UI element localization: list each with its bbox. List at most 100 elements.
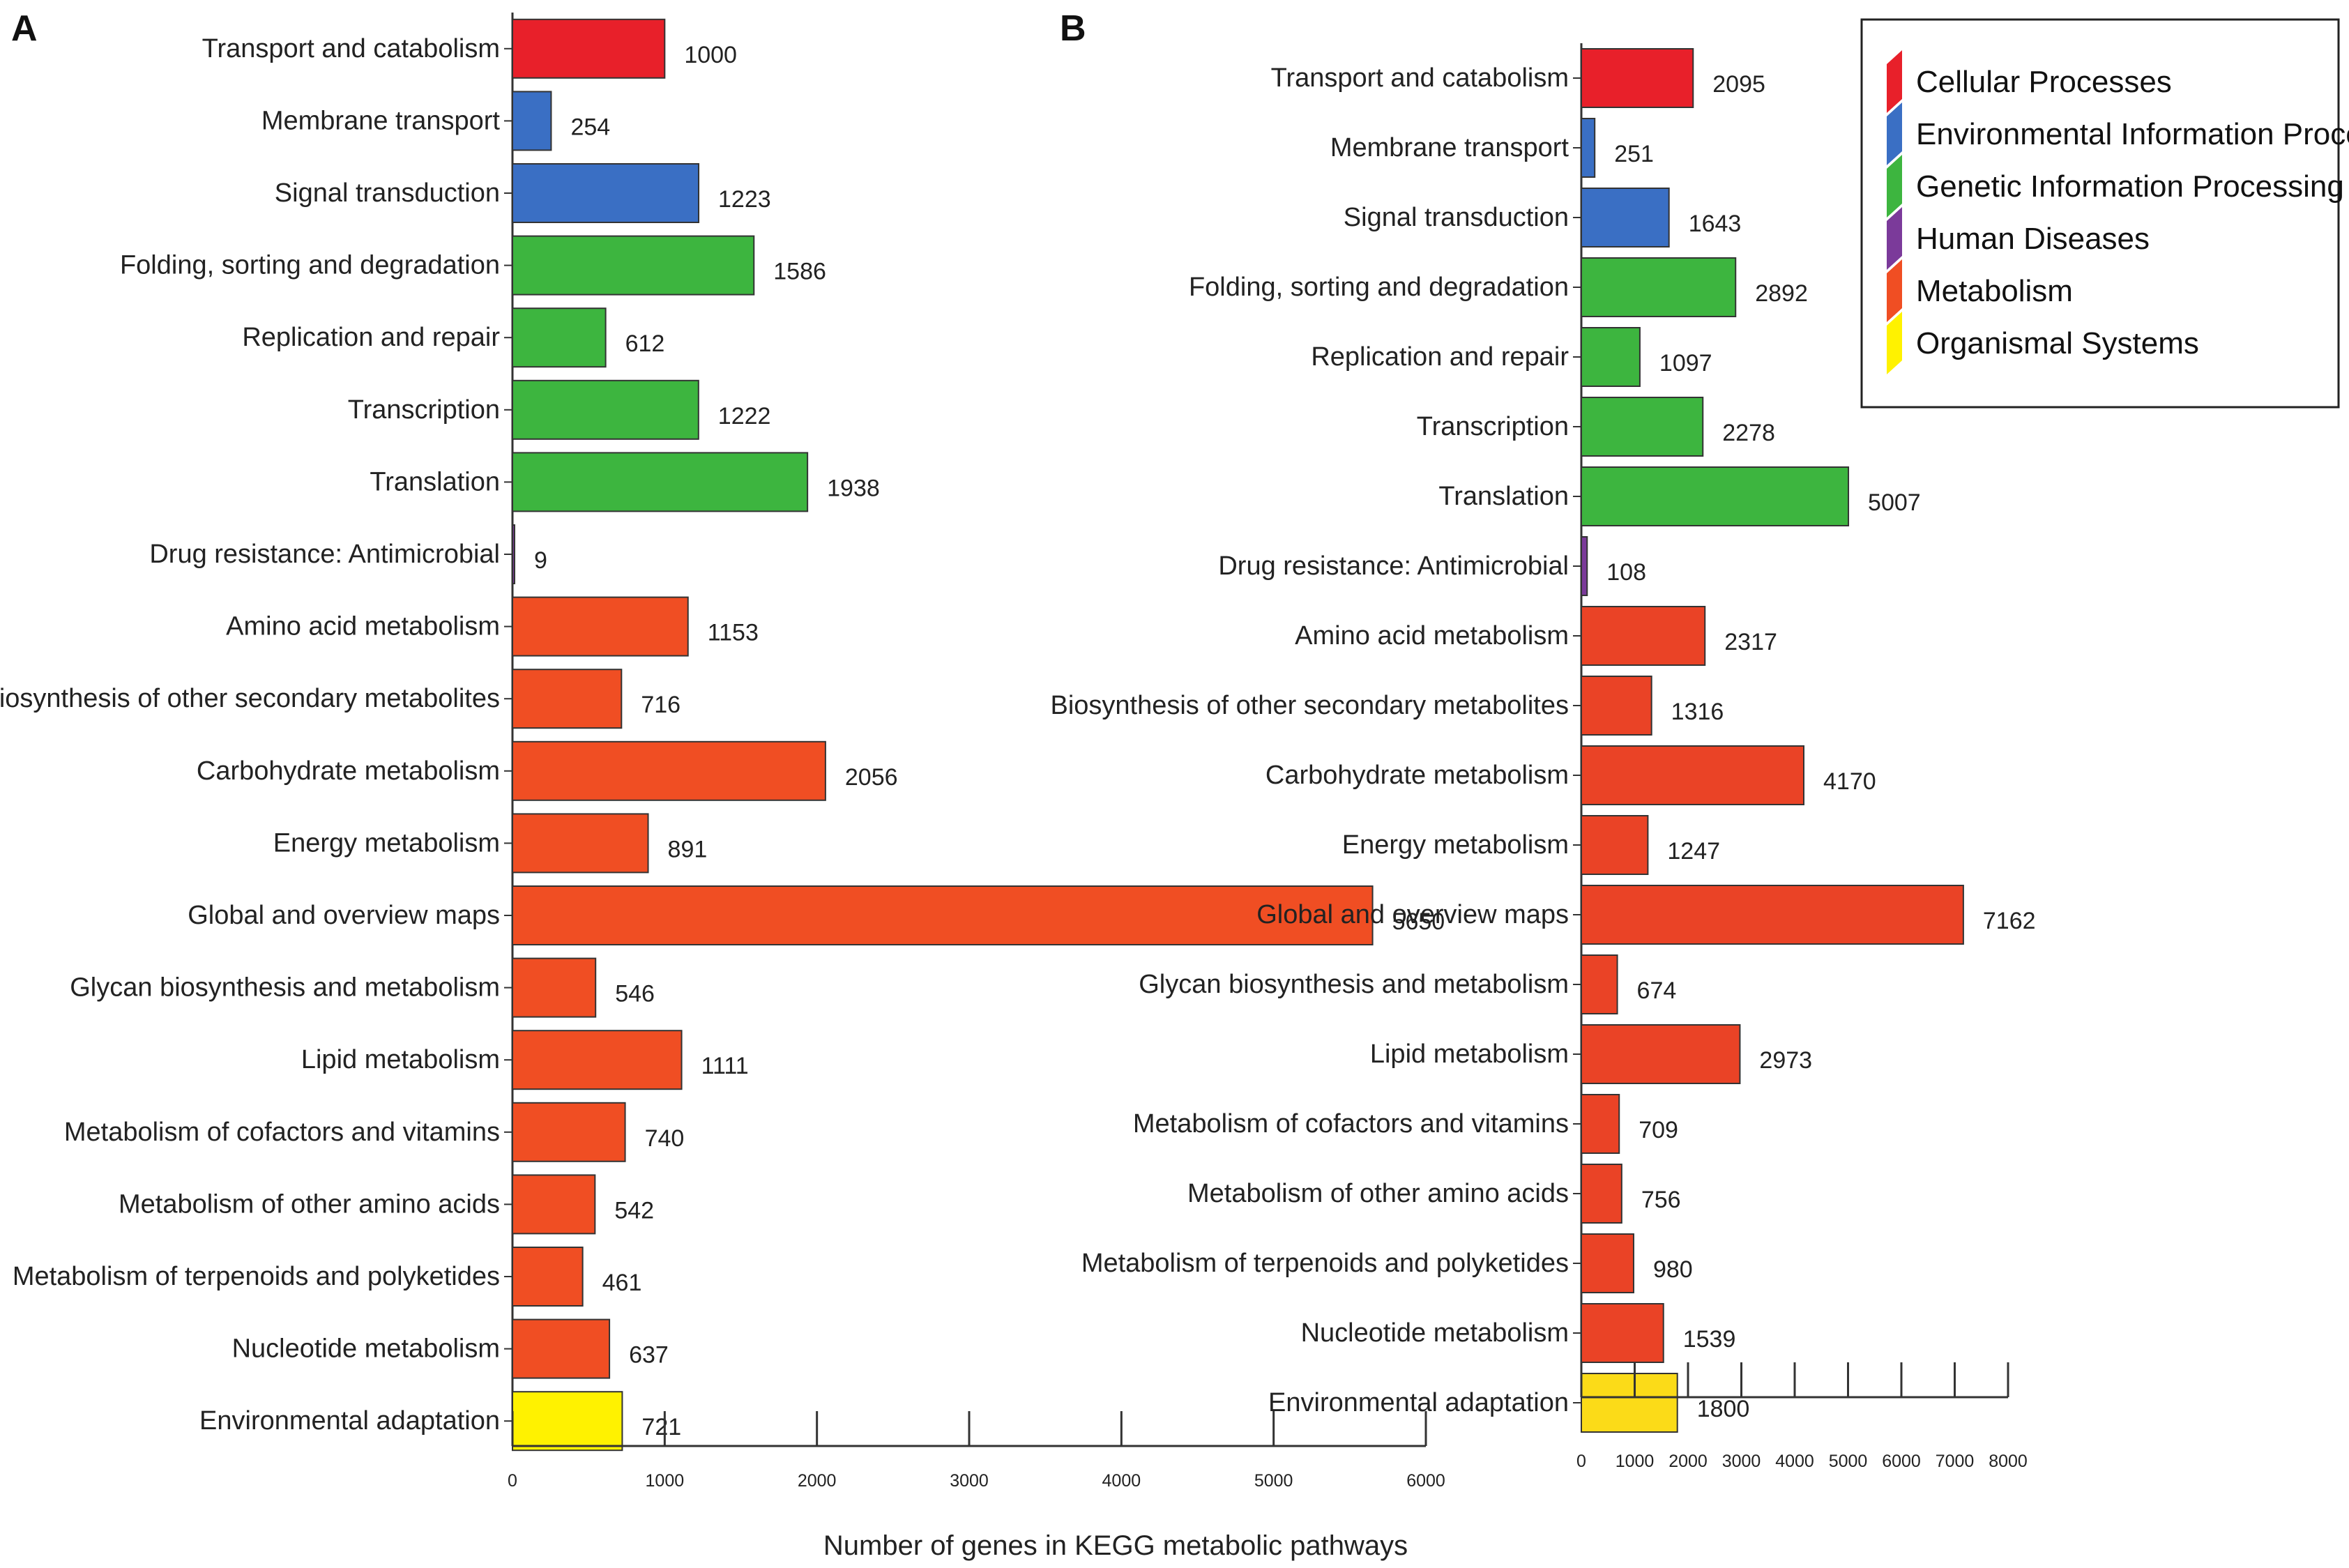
panel-a-value-label: 1938 <box>827 475 880 501</box>
panel-b-bar <box>1581 257 1737 317</box>
panel-b-category-label: Energy metabolism <box>1342 830 1569 860</box>
panel-a-value-label: 2056 <box>845 764 898 791</box>
legend-label: Human Diseases <box>1916 222 2150 256</box>
panel-a-bar <box>512 669 623 729</box>
panel-b-category-label: Signal transduction <box>1344 203 1569 232</box>
panel-a-value-label: 1153 <box>708 620 759 646</box>
panel-a-value-label: 546 <box>615 981 655 1007</box>
panel-a-category-label: Replication and repair <box>242 323 500 352</box>
panel-a-category-label: Lipid metabolism <box>301 1045 500 1074</box>
panel-a-category-label: Amino acid metabolism <box>226 612 500 641</box>
panel-b-bar <box>1581 1233 1634 1293</box>
panel-b-bar <box>1581 397 1704 457</box>
panel-b-x-tick-label: 3000 <box>1722 1452 1761 1471</box>
panel-a-category-label: Global and overview maps <box>188 901 500 930</box>
panel-b-chart: Transport and catabolism 2095 Membrane tra… <box>1050 43 2036 1471</box>
panel-a-value-label: 9 <box>534 547 547 574</box>
legend-label: Genetic Information Processing <box>1916 169 2344 204</box>
panel-b-category-label: Metabolism of other amino acids <box>1187 1179 1569 1208</box>
panel-b-value-label: 108 <box>1606 559 1646 586</box>
panel-b-value-label: 1800 <box>1697 1396 1750 1422</box>
panel-a-category-label: Biosynthesis of other secondary metaboli… <box>0 684 500 713</box>
panel-b-x-tick-label: 0 <box>1576 1452 1586 1471</box>
panel-b-x-tick-label: 7000 <box>1936 1452 1975 1471</box>
legend-swatch <box>1887 207 1902 270</box>
panel-b-category-label: Biosynthesis of other secondary metaboli… <box>1050 691 1569 720</box>
panel-a-value-label: 612 <box>625 330 665 357</box>
panel-b-x-tick-label: 6000 <box>1882 1452 1921 1471</box>
panel-a-category-label: Transport and catabolism <box>202 34 500 63</box>
panel-b-value-label: 1316 <box>1671 699 1724 725</box>
legend-label: Cellular Processes <box>1916 65 2172 99</box>
panel-a-x-tick-label: 2000 <box>798 1471 837 1491</box>
x-axis-label: Number of genes in KEGG metabolic pathwa… <box>823 1530 1408 1561</box>
panel-b-value-label: 4170 <box>1823 768 1876 795</box>
panel-a-letter: A <box>11 8 38 49</box>
panel-b-bar <box>1581 1094 1620 1154</box>
panel-a-bar <box>512 452 809 512</box>
panel-b-category-label: Translation <box>1438 482 1569 511</box>
panel-a-category-label: Nucleotide metabolism <box>232 1334 500 1364</box>
panel-a-category-label: Signal transduction <box>275 178 500 208</box>
panel-a-x-tick-label: 0 <box>508 1471 517 1491</box>
panel-b-value-label: 1539 <box>1683 1326 1736 1353</box>
panel-a-bar <box>512 596 689 657</box>
panel-b-value-label: 980 <box>1653 1256 1693 1283</box>
panel-a-value-label: 542 <box>614 1197 654 1224</box>
panel-b-bar <box>1581 536 1588 596</box>
panel-a-x-tick-label: 3000 <box>950 1471 989 1491</box>
panel-a-value-label: 461 <box>602 1270 642 1296</box>
legend-swatch <box>1887 50 1902 113</box>
panel-a-value-label: 891 <box>668 836 708 862</box>
panel-b-bar <box>1581 1164 1622 1224</box>
panel-a-value-label: 716 <box>641 692 681 718</box>
legend: Cellular Processes Environmental Informat… <box>1860 18 2349 409</box>
panel-a-value-label: 1000 <box>684 42 737 68</box>
panel-a-category-label: Glycan biosynthesis and metabolism <box>70 973 500 1003</box>
panel-b-value-label: 5007 <box>1868 489 1921 516</box>
panel-b-bar <box>1581 327 1641 387</box>
panel-b-bar <box>1581 676 1652 736</box>
panel-b-category-label: Global and overview maps <box>1256 900 1569 929</box>
panel-b-value-label: 1643 <box>1689 211 1742 237</box>
panel-a-bar <box>512 1030 683 1090</box>
panel-b-letter: B <box>1060 8 1086 49</box>
panel-b-bar <box>1581 885 1964 945</box>
panel-a-bar <box>512 235 755 296</box>
panel-b-category-label: Nucleotide metabolism <box>1301 1318 1569 1348</box>
panel-a-value-label: 1223 <box>718 186 771 213</box>
legend-label: Metabolism <box>1916 274 2073 308</box>
panel-b-bar <box>1581 1024 1741 1084</box>
panel-b-value-label: 2892 <box>1755 280 1808 307</box>
panel-a-value-label: 254 <box>570 114 610 140</box>
panel-b-x-tick-label: 5000 <box>1829 1452 1868 1471</box>
panel-a-x-tick-label: 6000 <box>1406 1471 1445 1491</box>
panel-a-value-label: 637 <box>629 1342 669 1369</box>
panel-b-bar <box>1581 466 1850 526</box>
panel-a-category-label: Membrane transport <box>261 106 501 135</box>
panel-b-category-label: Transport and catabolism <box>1271 63 1569 93</box>
panel-b-category-label: Lipid metabolism <box>1370 1040 1569 1069</box>
panel-b-category-label: Metabolism of cofactors and vitamins <box>1133 1109 1569 1139</box>
panel-a-bar <box>512 1247 584 1307</box>
panel-b-category-label: Metabolism of terpenoids and polyketides <box>1081 1249 1569 1278</box>
panel-a-category-label: Metabolism of cofactors and vitamins <box>64 1118 500 1147</box>
panel-b-bar <box>1581 188 1670 248</box>
panel-b-category-label: Environmental adaptation <box>1268 1388 1569 1417</box>
panel-a-bar <box>512 18 666 79</box>
panel-a-bar <box>512 307 607 368</box>
panel-b-value-label: 1247 <box>1667 838 1720 865</box>
panel-a-bar <box>512 740 826 801</box>
panel-b-value-label: 756 <box>1641 1187 1681 1213</box>
panel-b-category-label: Folding, sorting and degradation <box>1189 273 1569 302</box>
panel-b-category-label: Carbohydrate metabolism <box>1265 761 1569 790</box>
panel-b-bar <box>1581 118 1596 178</box>
panel-b-x-tick-label: 8000 <box>1989 1452 2028 1471</box>
panel-b-bar <box>1581 1303 1664 1363</box>
panel-b-category-label: Glycan biosynthesis and metabolism <box>1139 970 1569 999</box>
legend-swatch <box>1887 102 1902 165</box>
panel-b-category-label: Membrane transport <box>1330 133 1569 162</box>
panel-a-value-label: 740 <box>645 1125 685 1152</box>
panel-b-value-label: 1097 <box>1659 350 1712 376</box>
